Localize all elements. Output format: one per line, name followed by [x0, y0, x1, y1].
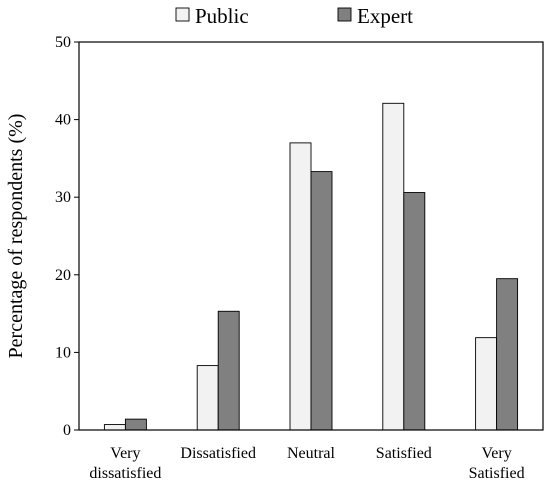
legend-label-expert: Expert — [357, 4, 413, 28]
bar-public — [382, 102, 405, 431]
bar-expert — [124, 418, 147, 431]
x-category-label: dissatisfied — [89, 465, 161, 482]
y-tick-label: 0 — [63, 422, 71, 439]
x-category-label: Neutral — [287, 445, 336, 462]
y-tick-label: 50 — [55, 34, 71, 51]
y-tick-label: 40 — [55, 112, 71, 129]
x-category-label: Dissatisfied — [180, 445, 256, 462]
y-tick-label: 30 — [55, 189, 71, 206]
y-axis: 0 10 20 30 40 50 — [55, 34, 79, 439]
x-category-label: Very — [481, 445, 511, 462]
legend-swatch-public — [175, 7, 190, 22]
y-tick-label: 20 — [55, 267, 71, 284]
bar-expert — [310, 171, 333, 431]
legend-swatch-expert — [337, 7, 352, 22]
x-axis: Very dissatisfied Dissatisfied Neutral Satis… — [89, 445, 524, 482]
legend-label-public: Public — [195, 4, 249, 28]
plot-frame — [78, 41, 544, 431]
bar-public — [103, 424, 126, 431]
bar-expert — [496, 278, 519, 431]
y-tick-label: 10 — [55, 344, 71, 361]
bars — [103, 102, 519, 431]
legend: Public Expert — [175, 4, 413, 28]
bar-public — [475, 337, 498, 431]
x-category-label: Satisfied — [376, 445, 432, 462]
x-category-label: Satisfied — [469, 465, 525, 482]
y-axis-label: Percentage of respondents (%) — [5, 114, 27, 359]
x-category-label: Very — [110, 445, 140, 462]
bar-expert — [217, 310, 240, 431]
bar-public — [289, 142, 312, 431]
bar-public — [196, 365, 219, 431]
bar-expert — [403, 192, 426, 431]
